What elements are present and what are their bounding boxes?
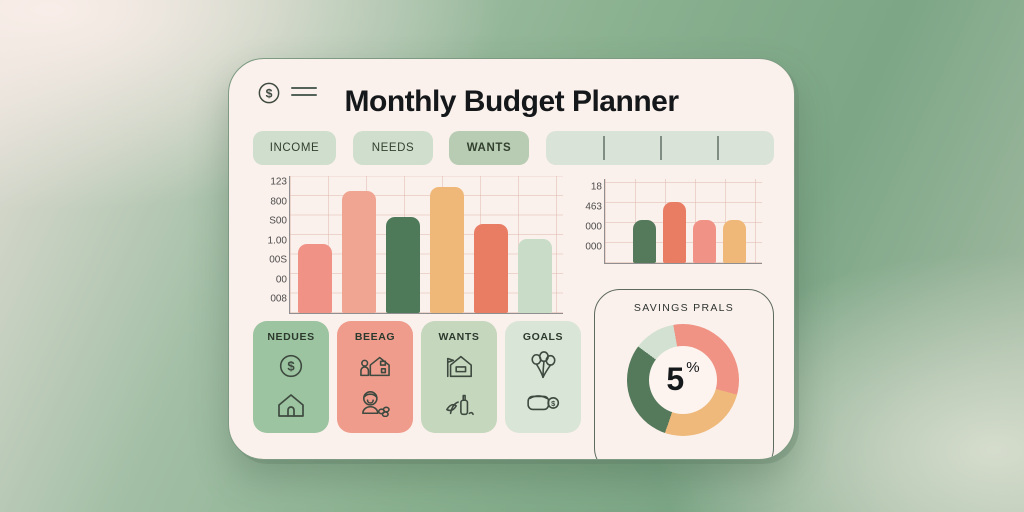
bar-1 xyxy=(633,220,656,263)
bar-4 xyxy=(430,186,464,313)
tab-needs[interactable]: NEEDS xyxy=(353,131,433,165)
savings-goal-title: SAVINGS PRALS xyxy=(633,302,735,314)
card-label: NEDUES xyxy=(267,331,315,343)
monthly-budget-bar-chart: 123 800 S00 1.00 00S 00 008 xyxy=(253,174,571,316)
savings-goal-card: SAVINGS PRALS 5% xyxy=(594,289,774,459)
house-flag-icon xyxy=(446,355,472,378)
card-label: BEEAG xyxy=(354,331,396,343)
bar-chart-plot-area xyxy=(289,176,563,314)
card-label: GOALS xyxy=(522,331,564,343)
house-icon xyxy=(278,394,304,417)
dollar-coin-icon: $ xyxy=(279,354,303,378)
bar-chart-plot-area xyxy=(604,179,762,264)
y-tick-label: 00 xyxy=(275,274,287,285)
y-tick-label: 008 xyxy=(270,293,287,305)
savings-donut-chart: 5% xyxy=(627,324,739,436)
balloons-icon xyxy=(531,351,556,379)
bar-1 xyxy=(298,243,332,313)
category-card-wants[interactable]: WANTS xyxy=(421,321,497,433)
tab-wants-label: WANTS xyxy=(466,142,512,154)
baby-coins-icon xyxy=(362,391,390,417)
tab-empty-segmented[interactable] xyxy=(546,131,774,165)
bar-4 xyxy=(723,220,746,263)
category-card-needs[interactable]: NEDUES $ xyxy=(253,321,329,433)
y-tick-label: 800 xyxy=(270,196,287,207)
bar-5 xyxy=(474,223,508,313)
tab-segment-divider xyxy=(717,136,719,160)
svg-text:$: $ xyxy=(551,399,556,408)
y-tick-label: 000 xyxy=(585,241,602,253)
category-card-goals[interactable]: GOALS $ xyxy=(505,321,581,433)
tab-needs-label: NEEDS xyxy=(371,142,415,154)
svg-text:$: $ xyxy=(287,359,295,374)
donut-center-unit: % xyxy=(686,359,700,376)
house-person-icon xyxy=(360,356,390,377)
donut-center-value: 5 xyxy=(666,361,685,397)
page-title: Monthly Budget Planner xyxy=(344,85,680,118)
budget-planner-panel: $ Monthly Budget Planner INCOME NEEDS WA… xyxy=(228,58,795,460)
dollar-coin-icon: $ xyxy=(258,82,280,104)
y-axis-tick-labels: 123 800 S00 1.00 00S 00 008 xyxy=(253,174,287,316)
mini-bar-chart: 18 463 000 000 xyxy=(574,177,774,269)
y-tick-label: 463 xyxy=(585,201,602,213)
category-card-beeag[interactable]: BEEAG xyxy=(337,321,413,433)
svg-text:$: $ xyxy=(266,86,273,100)
tab-wants[interactable]: WANTS xyxy=(449,131,529,165)
bar-3 xyxy=(386,217,420,313)
bar-2 xyxy=(663,201,686,263)
card-label: WANTS xyxy=(438,331,480,343)
y-tick-label: 123 xyxy=(270,176,287,188)
plant-bottle-icon xyxy=(446,394,474,416)
tab-segment-divider xyxy=(660,136,662,160)
y-axis-tick-labels: 18 463 000 000 xyxy=(574,177,602,269)
y-tick-label: 00S xyxy=(269,254,287,266)
donut-center: 5% xyxy=(649,346,717,414)
tab-segment-divider xyxy=(603,136,605,160)
bar-6 xyxy=(518,238,552,313)
y-tick-label: S00 xyxy=(269,215,287,227)
y-tick-label: 1.00 xyxy=(267,235,287,246)
wallet-coin-icon: $ xyxy=(527,395,560,411)
menu-lines-icon[interactable] xyxy=(291,87,317,101)
bar-3 xyxy=(693,220,716,263)
bar-2 xyxy=(342,190,376,313)
y-tick-label: 18 xyxy=(590,181,602,193)
y-tick-label: 000 xyxy=(585,221,602,233)
tab-income[interactable]: INCOME xyxy=(253,131,336,165)
tab-income-label: INCOME xyxy=(269,142,320,154)
